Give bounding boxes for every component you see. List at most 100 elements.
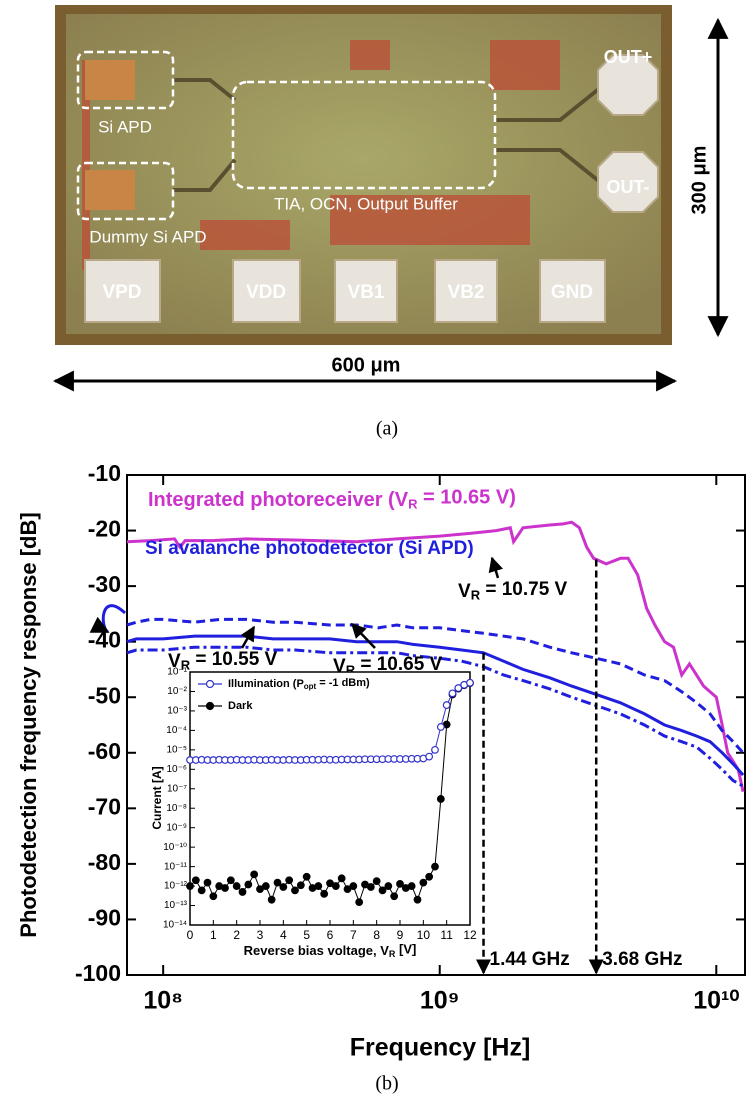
label-arrow <box>488 556 504 579</box>
x-tick-label: 5 <box>303 928 310 942</box>
y-tick-label: -40 <box>88 627 121 653</box>
data-point <box>396 879 404 888</box>
x-axis-label: Reverse bias voltage, VR [V] <box>244 942 417 959</box>
subscript: R <box>408 497 418 512</box>
data-point <box>314 882 323 890</box>
data-point <box>466 678 474 687</box>
x-tick-label: 4 <box>280 928 287 942</box>
apd <box>85 170 135 210</box>
x-axis-label: Frequency [Hz] <box>350 1034 531 1062</box>
legend-marker <box>205 679 215 689</box>
label-arrow <box>350 622 376 649</box>
x-tick-label: 10⁸ <box>143 987 183 1015</box>
text-part: [V] <box>395 942 416 957</box>
pad <box>334 259 398 323</box>
y-tick-label: 10⁻¹² <box>164 881 188 892</box>
x-tick-label: 6 <box>327 928 334 942</box>
data-point <box>337 874 346 883</box>
cutoff-label: 1.44 GHz <box>490 949 570 970</box>
y-tick-label: -90 <box>88 905 121 931</box>
group-arrow <box>89 604 127 634</box>
data-point <box>244 880 253 889</box>
caption: (a) <box>376 418 398 440</box>
series-line <box>126 617 745 754</box>
data-point <box>413 895 422 904</box>
trace <box>330 195 530 245</box>
data-point <box>331 882 340 890</box>
x-tick-label: 3 <box>257 928 264 942</box>
pad <box>597 151 659 213</box>
data-point <box>197 886 206 895</box>
y-tick-label: -70 <box>88 793 121 819</box>
block-label: Dummy Si APD <box>89 227 206 246</box>
x-tick-label: 7 <box>350 928 357 942</box>
plot-frame <box>126 474 746 976</box>
text-part: = 10.75 V <box>480 579 567 600</box>
y-tick-label: 10⁻⁶ <box>166 764 187 775</box>
data-point <box>384 882 393 890</box>
data-point <box>425 752 434 761</box>
pad <box>597 54 659 116</box>
x-tick-label: 9 <box>397 928 404 942</box>
data-point <box>378 886 387 895</box>
series-label: VR = 10.75 V <box>458 579 568 603</box>
data-point <box>436 795 445 803</box>
y-tick-label: -100 <box>75 960 121 986</box>
annotation: Si avalanche photodetector (Si APD) <box>145 538 474 559</box>
y-tick-label: 10⁻¹¹ <box>164 861 188 872</box>
series-line <box>126 645 744 788</box>
pad-label: VDD <box>246 282 286 303</box>
data-point <box>203 878 212 887</box>
data-point <box>273 878 282 887</box>
data-point <box>209 892 218 901</box>
subscript: opt <box>304 682 317 691</box>
data-point <box>250 870 259 879</box>
x-tick-label: 10⁹ <box>420 987 460 1015</box>
y-tick-label: -10 <box>88 460 121 486</box>
text-part: V <box>458 581 471 602</box>
y-tick-label: 10⁻² <box>167 686 187 697</box>
data-point <box>221 884 229 892</box>
block-box <box>76 50 175 110</box>
pad-label: VPD <box>102 282 141 303</box>
text-part: = -1 dBm) <box>316 677 370 689</box>
pad <box>232 259 301 323</box>
y-tick-label: -60 <box>88 738 121 764</box>
x-tick-label: 10 <box>417 928 431 942</box>
data-point <box>454 684 463 692</box>
x-tick-label: 2 <box>233 928 240 942</box>
text-part: Dark <box>228 700 253 712</box>
subscript: R <box>346 663 356 678</box>
y-tick-label: 10⁻⁷ <box>167 783 187 794</box>
data-point <box>285 876 294 885</box>
pad <box>539 259 606 323</box>
series-line <box>126 520 745 793</box>
text-part: Reverse bias voltage, V <box>244 943 390 958</box>
pad-label: OUT+ <box>604 47 653 67</box>
text-part: Illumination (P <box>228 678 304 690</box>
data-point <box>372 877 381 886</box>
pad-label: OUT- <box>607 177 650 197</box>
data-point <box>191 876 200 885</box>
x-tick-label: 12 <box>463 928 477 942</box>
y-tick-label: 10⁻¹³ <box>164 900 188 911</box>
label-arrow <box>240 625 256 649</box>
data-point <box>431 862 439 871</box>
subscript: R <box>389 950 396 960</box>
micrograph: Si APD Dummy Si APD TIA, OCN, Output Buf… <box>55 5 672 345</box>
legend-marker <box>205 701 215 711</box>
legend-label: Dark <box>228 700 253 712</box>
data-point <box>238 888 247 896</box>
series-label: VR = 10.55 V <box>168 649 278 673</box>
x-tick-label: 8 <box>373 928 380 942</box>
dimension-label: 600 μm <box>332 354 401 376</box>
y-tick-label: 10⁻⁹ <box>166 822 187 833</box>
data-point <box>419 878 428 887</box>
y-tick-label: 10⁻⁸ <box>166 803 187 814</box>
y-tick-label: -50 <box>88 682 121 708</box>
data-point <box>291 886 299 895</box>
data-point <box>349 882 358 890</box>
data-point <box>320 889 329 898</box>
data-point <box>232 882 241 890</box>
